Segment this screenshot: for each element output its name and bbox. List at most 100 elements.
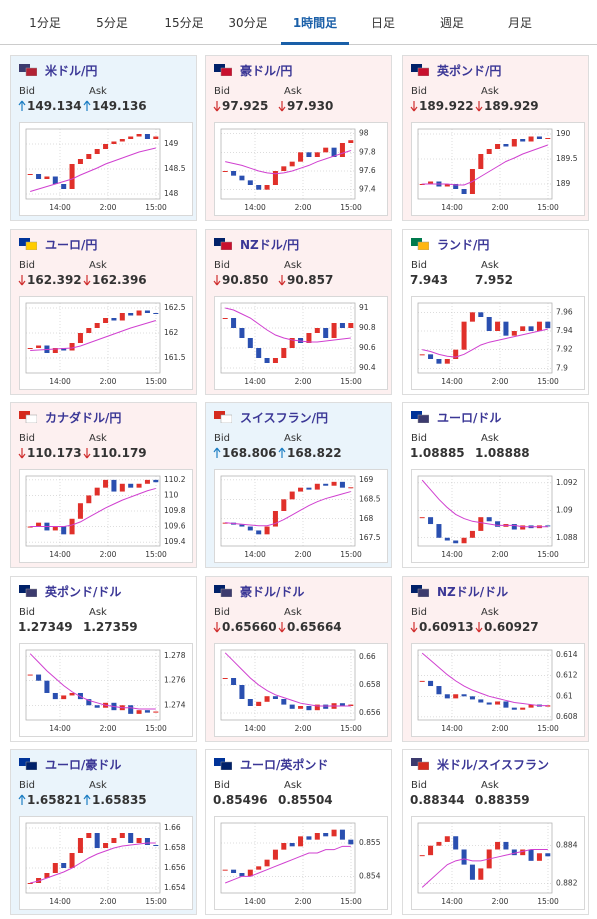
candle <box>331 481 337 486</box>
currency-card[interactable]: 英ポンド/ドル Bid Ask 1.27349 1.27359 1.274 1.276 1.2… <box>10 576 197 742</box>
x-tick-label: 15:00 <box>145 897 167 906</box>
currency-card[interactable]: ユーロ/円 Bid Ask 162.392 162.396 161.5 162 162.5 14… <box>10 229 197 395</box>
moving-average <box>30 842 156 884</box>
candle <box>511 524 517 530</box>
bid-text: 168.806 <box>222 446 277 460</box>
x-tick-label: 2:00 <box>100 377 117 386</box>
candle <box>111 141 117 144</box>
candle <box>520 849 526 856</box>
candle <box>528 704 534 708</box>
x-tick-label: 14:00 <box>441 724 463 733</box>
candle <box>36 345 42 348</box>
x-tick-label: 14:00 <box>244 897 266 906</box>
flag-a <box>214 411 225 419</box>
arrow-shape <box>18 100 26 111</box>
tab[interactable]: 30分足 <box>228 16 268 30</box>
flag-icon <box>411 758 429 770</box>
chart-svg: 1.274 1.276 1.278 14:00 2:00 15:00 <box>25 649 186 733</box>
candle <box>272 511 278 527</box>
candle <box>495 521 501 527</box>
trend-arrow <box>83 275 91 286</box>
candle <box>453 184 459 189</box>
tab[interactable]: 月足 <box>507 16 533 30</box>
candle <box>495 144 501 149</box>
ask-label: Ask <box>481 433 499 444</box>
chart-svg: 1.088 1.09 1.092 14:00 2:00 15:00 <box>417 475 578 559</box>
candle <box>119 139 125 142</box>
ask-text: 149.136 <box>92 99 147 113</box>
currency-card[interactable]: カナダドル/円 Bid Ask 110.173 110.179 109.4 109.6 109… <box>10 402 197 568</box>
tab[interactable]: 1時間足 <box>292 16 338 30</box>
x-tick-label: 15:00 <box>537 377 559 386</box>
trend-arrow <box>278 101 286 112</box>
currency-card[interactable]: ユーロ/豪ドル Bid Ask 1.65821 1.65835 1.654 1.656 1.6… <box>10 749 197 915</box>
currency-card[interactable]: 豪ドル/円 Bid Ask 97.925 97.930 97.4 97.6 97.8 98 14:… <box>205 55 392 221</box>
pair-name: ユーロ/英ポンド <box>240 758 329 772</box>
bid-value: 0.85496 <box>213 793 268 807</box>
bid-text: 1.08885 <box>410 446 465 460</box>
candle <box>247 180 253 185</box>
tab[interactable]: 日足 <box>370 16 396 30</box>
currency-card[interactable]: ユーロ/ドル Bid Ask 1.08885 1.08888 1.088 1.09 1.092… <box>402 402 589 568</box>
candle <box>77 838 83 853</box>
y-tick-label: 1.088 <box>556 533 578 542</box>
currency-card[interactable]: スイスフラン/円 Bid Ask 168.806 168.822 167.5 168 168.… <box>205 402 392 568</box>
tab[interactable]: 5分足 <box>96 16 128 30</box>
ask-value: 110.179 <box>83 446 147 460</box>
y-tick-label: 0.614 <box>556 650 578 659</box>
candle <box>144 479 150 484</box>
tab[interactable]: 1分足 <box>29 16 61 30</box>
candle <box>298 836 304 847</box>
candle <box>469 864 475 880</box>
bid-label: Bid <box>19 86 35 97</box>
candle <box>281 499 287 511</box>
y-tick-label: 0.66 <box>359 652 376 661</box>
candle <box>444 836 450 842</box>
candle <box>436 359 442 364</box>
bid-value: 7.943 <box>410 273 448 287</box>
candle <box>239 328 245 338</box>
candle <box>281 166 287 171</box>
ask-text: 1.65835 <box>92 793 147 807</box>
mini-chart: 167.5 168 168.5 169 14:00 2:00 15:00 <box>214 469 388 563</box>
currency-card[interactable]: NZドル/ドル Bid Ask 0.60913 0.60927 0.608 0.61 0.61… <box>402 576 589 742</box>
currency-card[interactable]: 英ポンド/円 Bid Ask 189.922 189.929 189 189.5 190 14:… <box>402 55 589 221</box>
x-tick-label: 14:00 <box>49 377 71 386</box>
flag-icon <box>214 238 232 250</box>
tab[interactable]: 週足 <box>439 16 465 30</box>
bid-text: 189.922 <box>419 99 474 113</box>
pair-name: 豪ドル/円 <box>240 64 293 78</box>
candle <box>94 705 100 708</box>
candle <box>511 707 517 710</box>
mini-chart: 0.656 0.658 0.66 14:00 2:00 15:00 <box>214 643 388 737</box>
mini-chart: 0.608 0.61 0.612 0.614 14:00 2:00 15:00 <box>411 643 585 737</box>
candle <box>264 185 270 190</box>
candle <box>461 537 467 544</box>
moving-average <box>421 848 548 888</box>
y-tick-label: 1.09 <box>556 505 573 514</box>
currency-card[interactable]: 米ドル/スイスフラン Bid Ask 0.88344 0.88359 0.882 0.884… <box>402 749 589 915</box>
candle <box>306 706 312 711</box>
y-tick-label: 190 <box>556 129 571 138</box>
tab-bar: 1分足 5分足 15分足 30分足 1時間足 日足 週足 月足 <box>0 0 597 45</box>
flag-b <box>417 67 429 76</box>
currency-card[interactable]: ランド/円 Bid Ask 7.943 7.952 7.9 7.92 7.94 7.96 14:0… <box>402 229 589 395</box>
candle <box>119 833 125 838</box>
candle <box>536 853 542 861</box>
ask-text: 97.930 <box>287 99 334 113</box>
candle <box>469 530 475 538</box>
tab[interactable]: 15分足 <box>164 16 204 30</box>
flag-b <box>25 67 37 76</box>
flag-icon <box>19 585 37 597</box>
currency-card[interactable]: 豪ドル/ドル Bid Ask 0.65660 0.65664 0.656 0.658 0.66… <box>205 576 392 742</box>
ask-label: Ask <box>481 780 499 791</box>
currency-card[interactable]: 米ドル/円 Bid Ask 149.134 149.136 148 148.5 149 14:0… <box>10 55 197 221</box>
trend-arrow <box>83 448 91 459</box>
y-tick-label: 97.8 <box>359 147 376 156</box>
moving-average <box>29 653 156 710</box>
trend-arrow <box>18 100 26 111</box>
candle <box>52 863 58 873</box>
currency-card[interactable]: NZドル/円 Bid Ask 90.850 90.857 90.4 90.6 90.8 91 14… <box>205 229 392 395</box>
currency-card[interactable]: ユーロ/英ポンド Bid Ask 0.85496 0.85504 0.854 0.855 14… <box>205 749 392 915</box>
chart-svg: 1.654 1.656 1.658 1.66 14:00 2:00 15:00 <box>25 822 186 906</box>
